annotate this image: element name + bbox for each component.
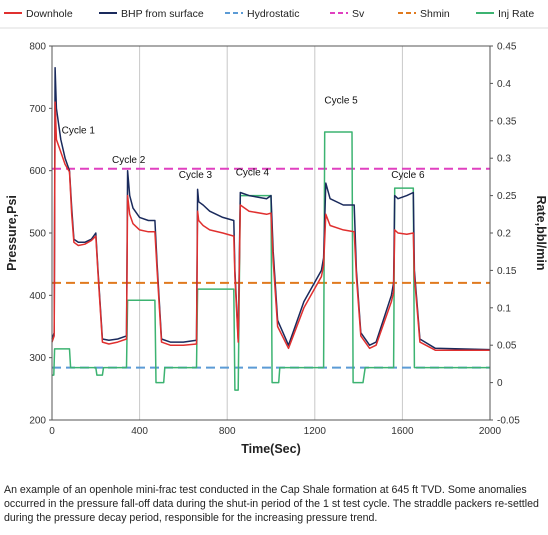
annotation-cycle-3: Cycle 3 [179,170,213,181]
y-tick-label: 400 [29,291,46,302]
x-tick-label: 400 [131,426,148,437]
legend: Downhole BHP from surface Hydrostatic Sv Shm… [0,8,548,29]
y2-tick-label: 0.1 [497,303,511,314]
series-downhole [51,101,490,351]
y-tick-label: 700 [29,104,46,115]
legend-label-sv: Sv [352,8,365,20]
annotations: Cycle 1 Cycle 2 Cycle 3 Cycle 4 Cycle 5 Cycle… [62,95,425,181]
y-tick-label: 600 [29,166,46,177]
legend-label-bhp-from-surface: BHP from surface [121,8,204,20]
annotation-cycle-4: Cycle 4 [236,168,270,179]
y2-axis-title: Rate,bbl/min [534,195,548,270]
y2-tick-label: 0.45 [497,42,517,53]
y2-tick-label: 0.4 [497,79,511,90]
x-tick-label: 0 [49,426,55,437]
y2-tick-label: 0.25 [497,191,517,202]
y-tick-label: 800 [29,42,46,53]
annotation-cycle-1: Cycle 1 [62,125,96,136]
legend-label-hydrostatic: Hydrostatic [247,8,300,20]
legend-label-inj-rate: Inj Rate [498,8,534,20]
axes: 0 400 800 1200 1600 2000 200 300 400 500 600 700 800… [29,42,520,438]
y2-tick-label: -0.05 [497,416,520,427]
x-tick-label: 2000 [479,426,502,437]
series-bhp-from-surface [51,67,491,351]
chart: Downhole BHP from surface Hydrostatic Sv Shm… [0,8,548,456]
series-inj-rate [52,131,490,391]
y2-tick-label: 0.3 [497,154,511,165]
series-lines [51,67,491,391]
x-tick-label: 1600 [391,426,414,437]
y2-tick-label: 0.35 [497,116,517,127]
legend-label-downhole: Downhole [26,8,73,20]
y2-tick-label: 0.2 [497,229,511,240]
y-tick-label: 200 [29,416,46,427]
y2-tick-label: 0.15 [497,266,517,277]
y-tick-label: 500 [29,229,46,240]
annotation-cycle-6: Cycle 6 [391,170,425,181]
y-axis-title: Pressure,Psi [5,195,19,271]
annotation-cycle-2: Cycle 2 [112,155,146,166]
legend-label-shmin: Shmin [420,8,450,20]
x-tick-label: 1200 [304,426,327,437]
annotation-cycle-5: Cycle 5 [324,95,358,106]
figure-caption: An example of an openhole mini-frac test… [4,484,539,524]
x-axis-title: Time(Sec) [241,442,301,456]
y-tick-label: 300 [29,353,46,364]
x-tick-label: 800 [219,426,236,437]
y2-tick-label: 0 [497,378,503,389]
chart-svg: Downhole BHP from surface Hydrostatic Sv Shm… [0,8,548,456]
y2-tick-label: 0.05 [497,341,517,352]
